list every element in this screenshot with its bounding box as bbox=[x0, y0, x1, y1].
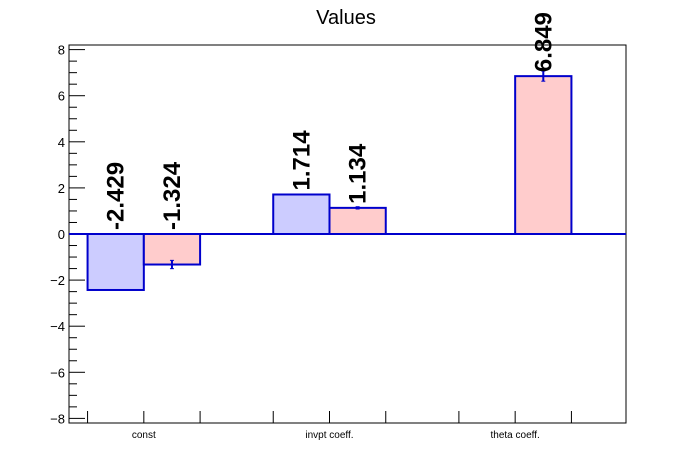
bars bbox=[69, 70, 626, 291]
bar bbox=[272, 193, 331, 235]
y-tick-label: −6 bbox=[50, 365, 65, 380]
x-axis: const invpt coeff. theta coeff. bbox=[87, 411, 572, 441]
y-tick-label: −2 bbox=[50, 273, 65, 288]
data-labels: -2.429 1.714 -1.324 1.134 6.849 bbox=[103, 12, 558, 230]
chart-title: Values bbox=[316, 7, 376, 29]
y-tick-label: 2 bbox=[58, 181, 65, 196]
x-tick-label: const bbox=[132, 430, 156, 441]
y-tick-label: 6 bbox=[58, 89, 65, 104]
y-tick-label: −4 bbox=[50, 319, 65, 334]
data-label: 6.849 bbox=[530, 12, 557, 72]
data-label: -2.429 bbox=[103, 162, 130, 230]
x-tick-label: theta coeff. bbox=[491, 430, 540, 441]
data-label: -1.324 bbox=[159, 161, 186, 230]
data-label: 1.714 bbox=[288, 130, 315, 191]
bar bbox=[328, 206, 387, 236]
x-tick-label: invpt coeff. bbox=[305, 430, 353, 441]
y-tick-label: 0 bbox=[58, 227, 65, 242]
bar bbox=[514, 75, 573, 235]
y-axis: −8 −6 −4 −2 0 2 4 6 8 bbox=[50, 43, 85, 426]
data-label: 1.134 bbox=[345, 143, 372, 204]
bar bbox=[86, 233, 145, 291]
y-tick-label: 8 bbox=[58, 43, 65, 58]
y-tick-label: −8 bbox=[50, 411, 65, 426]
y-tick-label: 4 bbox=[58, 135, 65, 150]
